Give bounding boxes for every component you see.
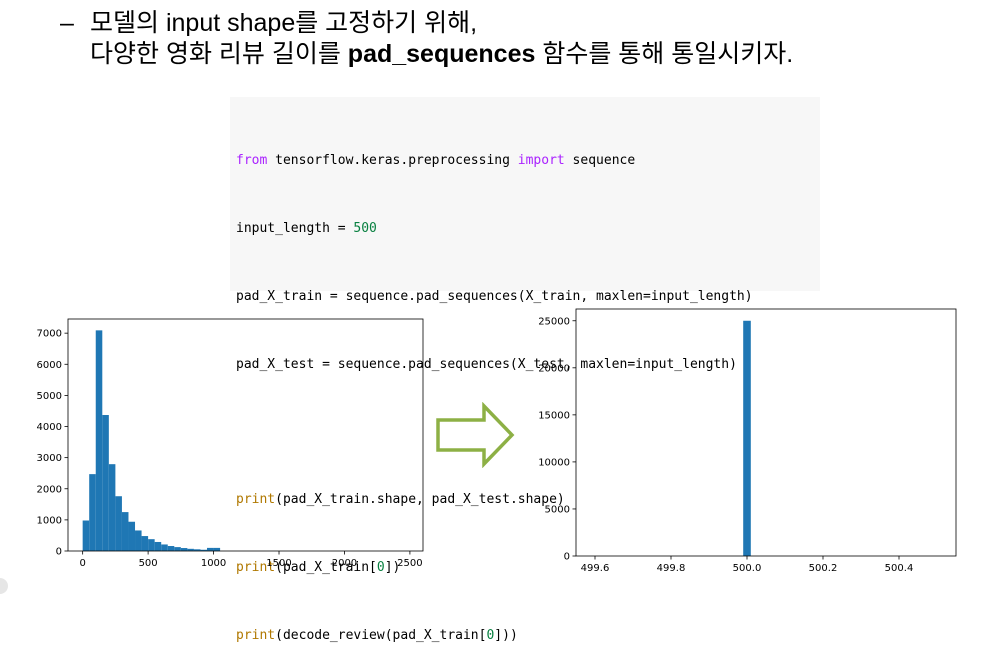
bar-1: [89, 474, 96, 551]
x-tick-label: 2000: [332, 558, 357, 569]
y-tick-label: 10000: [538, 457, 570, 468]
histogram-after-padding: 499.6 499.8 500.0 500.2 500.4 0 5000 10000 15000…: [520, 300, 960, 585]
y-tick-label: 2000: [37, 484, 62, 495]
code-text: sequence: [564, 153, 636, 169]
y-tick-label: 3000: [37, 453, 62, 464]
code-text: tensorflow.keras.preprocessing: [267, 153, 518, 169]
text-segment: 함수를 통해 통일시키자.: [535, 40, 794, 68]
y-tick-label: 5000: [37, 391, 62, 402]
plot-frame: [67, 318, 424, 552]
bar-0: [743, 320, 751, 556]
bar-10: [148, 539, 155, 551]
bar-15: [180, 548, 188, 551]
y-tick-label: 6000: [37, 360, 62, 371]
bullet-text-block: – 모델의 input shape를 고정하기 위해, 다양한 영화 리뷰 길이를…: [60, 8, 793, 70]
builtin-function: print: [236, 627, 276, 643]
bar-12: [161, 544, 168, 551]
bar-14: [174, 547, 181, 551]
code-line-3: pad_X_train = sequence.pad_sequences(X_t…: [236, 286, 820, 309]
builtin-function: print: [236, 559, 276, 575]
builtin-function: print: [236, 492, 276, 508]
y-tick-label: 15000: [538, 410, 570, 421]
code-cell: from tensorflow.keras.preprocessing impo…: [230, 97, 820, 643]
keyword: from: [236, 153, 268, 169]
code-line-6: print(pad_X_train.shape, pad_X_test.shap…: [236, 489, 820, 512]
histogram-before-padding: 0 500 1000 1500 2000 2500 0 1000 2000 3000 4000 500…: [0, 300, 430, 585]
y-tick-label: 0: [56, 547, 62, 558]
corner-decoration: [0, 578, 8, 594]
y-tick-label: 0: [564, 552, 570, 563]
text-segment: 를 고정하기 위해,: [295, 9, 478, 37]
bar-3: [102, 415, 109, 551]
code-line-2: input_length = 500: [236, 218, 820, 241]
bullet-line-1: – 모델의 input shape를 고정하기 위해,: [60, 8, 793, 39]
bar-18: [200, 549, 208, 551]
right-arrow-icon: [436, 402, 515, 468]
bar-6: [121, 512, 129, 551]
bar-8: [135, 530, 142, 551]
bar-13: [167, 546, 175, 551]
bar-17: [193, 549, 201, 551]
bar-0: [82, 520, 90, 551]
bar-4: [108, 464, 116, 551]
bar-7: [128, 521, 136, 551]
code-text: (decode_review(pad_X_train[: [275, 627, 487, 643]
code-line-7: print(pad_X_train[0]): [236, 557, 820, 580]
bar-5: [115, 496, 122, 551]
bar-16: [187, 548, 194, 551]
text-segment: input shape: [165, 9, 296, 37]
code-line-8: print(decode_review(pad_X_train[0])): [236, 625, 820, 648]
code-line-1: from tensorflow.keras.preprocessing impo…: [236, 150, 820, 173]
code-text: (pad_X_train.shape, pad_X_test.shape): [275, 492, 565, 508]
code-text: (pad_X_train[: [275, 559, 377, 575]
code-text: ]): [384, 559, 401, 575]
bar-20: [213, 547, 221, 551]
number-literal: 0: [486, 627, 495, 643]
code-text: input_length =: [236, 220, 354, 236]
histogram-before-svg: 0 500 1000 1500 2000 2500 0 1000 2000 3000 4000 500…: [37, 318, 424, 569]
number-literal: 0: [376, 559, 385, 575]
bar-9: [141, 536, 149, 551]
x-tick-label: 2500: [397, 558, 422, 569]
code-text: pad_X_train = sequence.pad_sequences(X_t…: [236, 288, 753, 304]
y-tick-label: 25000: [538, 316, 570, 327]
x-tick-label: 500.2: [809, 563, 838, 574]
x-tick-label: 500: [139, 558, 158, 569]
text-segment-bold: pad_sequences: [347, 40, 536, 68]
y-tick-label: 20000: [538, 363, 570, 374]
y-tick-label: 7000: [37, 329, 62, 340]
y-tick-label: 5000: [545, 504, 570, 515]
bar-2: [95, 330, 103, 551]
y-tick-label: 4000: [37, 422, 62, 433]
code-text: ])): [494, 627, 518, 643]
x-tick-label: 499.6: [581, 563, 610, 574]
x-tick-label: 500.0: [733, 563, 762, 574]
text-segment: 모델의: [90, 9, 166, 37]
x-tick-label: 1500: [266, 558, 291, 569]
bar-19: [207, 547, 214, 551]
bar-11: [154, 541, 162, 551]
code-text: pad_X_test = sequence.pad_sequences(X_te…: [236, 356, 737, 372]
text-segment: 다양한 영화 리뷰 길이를: [90, 40, 348, 68]
code-line-4: pad_X_test = sequence.pad_sequences(X_te…: [236, 354, 820, 377]
plot-frame: [575, 308, 957, 557]
x-tick-label: 499.8: [657, 563, 686, 574]
number-literal: 500: [353, 220, 377, 236]
keyword: import: [517, 153, 565, 169]
histogram-after-svg: 499.6 499.8 500.0 500.2 500.4 0 5000 10000 15000…: [538, 308, 957, 574]
y-tick-label: 1000: [37, 515, 62, 526]
x-tick-label: 500.4: [885, 563, 914, 574]
x-tick-label: 1000: [201, 558, 226, 569]
x-tick-label: 0: [79, 558, 85, 569]
bullet-dash: –: [60, 9, 74, 37]
bullet-line-2: 다양한 영화 리뷰 길이를 pad_sequences 함수를 통해 통일시키자…: [60, 39, 793, 70]
